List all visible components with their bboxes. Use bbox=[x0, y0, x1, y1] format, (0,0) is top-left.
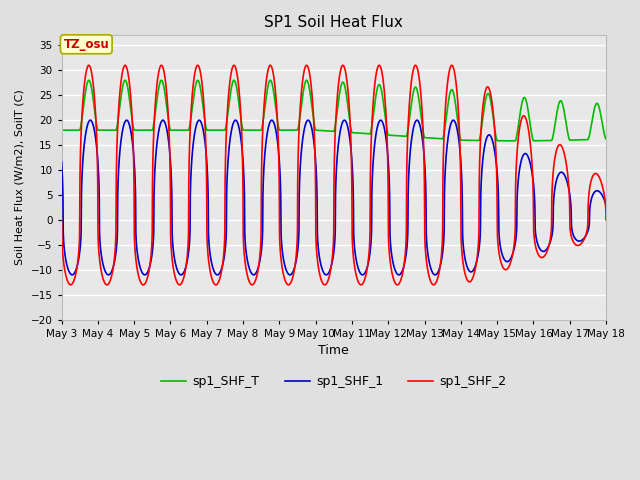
sp1_SHF_2 bbox=[602, 203, 609, 208]
sp1_SHF_1 bbox=[602, 201, 609, 206]
sp1_SHF_T bbox=[156, 81, 163, 87]
Title: SP1 Soil Heat Flux: SP1 Soil Heat Flux bbox=[264, 15, 403, 30]
sp1_SHF_2 bbox=[487, 92, 495, 98]
sp1_SHF_T bbox=[426, 135, 433, 141]
sp1_SHF_2 bbox=[314, 259, 321, 264]
sp1_SHF_1 bbox=[156, 124, 163, 130]
sp1_SHF_1 bbox=[487, 133, 495, 139]
sp1_SHF_T bbox=[602, 136, 610, 142]
Line: sp1_SHF_1: sp1_SHF_1 bbox=[61, 120, 606, 275]
sp1_SHF_1 bbox=[426, 262, 434, 268]
sp1_SHF_2 bbox=[156, 65, 163, 71]
sp1_SHF_T bbox=[487, 98, 495, 104]
sp1_SHF_T bbox=[314, 127, 321, 133]
sp1_SHF_T bbox=[456, 133, 463, 139]
sp1_SHF_1 bbox=[456, 147, 464, 153]
sp1_SHF_T bbox=[602, 135, 609, 141]
sp1_SHF_1 bbox=[58, 159, 65, 165]
sp1_SHF_T bbox=[58, 127, 65, 133]
sp1_SHF_2 bbox=[85, 62, 93, 68]
sp1_SHF_1 bbox=[86, 117, 94, 123]
sp1_SHF_2 bbox=[58, 217, 65, 223]
sp1_SHF_2 bbox=[67, 282, 74, 288]
Line: sp1_SHF_T: sp1_SHF_T bbox=[61, 80, 606, 141]
Legend: sp1_SHF_T, sp1_SHF_1, sp1_SHF_2: sp1_SHF_T, sp1_SHF_1, sp1_SHF_2 bbox=[156, 370, 511, 393]
Text: TZ_osu: TZ_osu bbox=[63, 38, 109, 51]
Y-axis label: Soil Heat Flux (W/m2), SoilT (C): Soil Heat Flux (W/m2), SoilT (C) bbox=[15, 90, 25, 265]
sp1_SHF_T bbox=[85, 77, 93, 83]
sp1_SHF_2 bbox=[426, 276, 434, 282]
X-axis label: Time: Time bbox=[319, 344, 349, 357]
sp1_SHF_2 bbox=[456, 143, 464, 149]
sp1_SHF_2 bbox=[602, 217, 610, 223]
sp1_SHF_1 bbox=[68, 272, 76, 278]
sp1_SHF_T bbox=[511, 138, 519, 144]
sp1_SHF_1 bbox=[314, 237, 321, 242]
sp1_SHF_1 bbox=[602, 203, 610, 208]
Line: sp1_SHF_2: sp1_SHF_2 bbox=[61, 65, 606, 285]
